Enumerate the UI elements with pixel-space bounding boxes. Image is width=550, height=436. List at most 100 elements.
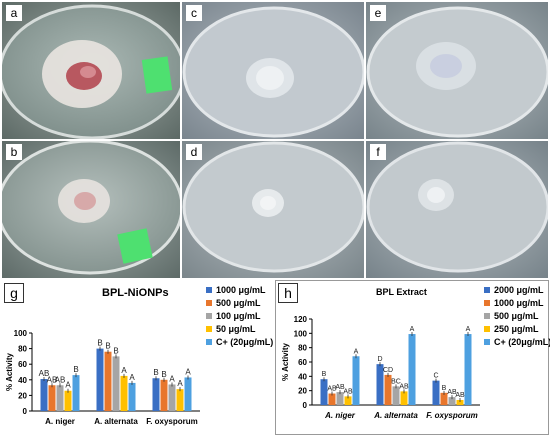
legend-item: 500 μg/mL — [484, 309, 550, 322]
legend-swatch — [484, 312, 490, 319]
photo-panel-a: a — [2, 2, 180, 139]
bar — [40, 379, 48, 411]
bar — [56, 385, 64, 411]
bar-significance-label: AB — [343, 388, 353, 395]
bar — [408, 334, 416, 405]
x-tick-label: A. niger — [324, 411, 356, 420]
legend-swatch — [484, 299, 490, 306]
bar — [336, 392, 344, 405]
bar — [48, 385, 56, 411]
x-tick-label: A. alternata — [373, 411, 418, 420]
legend-swatch — [484, 325, 490, 332]
bar-significance-label: BC — [391, 378, 401, 385]
bar-significance-label: A — [410, 326, 415, 333]
bar — [456, 399, 464, 405]
bar-significance-label: A — [177, 379, 183, 388]
photo-panel-f: f — [366, 141, 548, 278]
bar-significance-label: CD — [383, 367, 393, 374]
bar-significance-label: AB — [39, 369, 50, 378]
bar-significance-label: A — [169, 374, 175, 383]
bar — [400, 391, 408, 405]
legend-item: C+ (20μg/mL) — [206, 335, 273, 348]
bar-significance-label: A — [121, 366, 127, 375]
bar — [464, 334, 472, 405]
legend-label: C+ (20μg/mL) — [494, 336, 550, 347]
panel-label-f: f — [370, 144, 386, 160]
bar-significance-label: B — [113, 346, 118, 355]
bar-significance-label: B — [97, 339, 102, 348]
legend-item: 1000 μg/mL — [484, 296, 550, 309]
bar — [112, 356, 120, 411]
legend-item: 1000 μg/mL — [206, 283, 273, 296]
legend-swatch — [206, 299, 212, 306]
bar — [392, 386, 400, 405]
legend-item: C+ (20μg/mL) — [484, 335, 550, 348]
bar-significance-label: AB — [447, 389, 457, 396]
legend-swatch — [484, 338, 490, 345]
x-tick-label: F. oxysporum — [146, 417, 198, 426]
bar — [64, 390, 72, 411]
bar-significance-label: A — [65, 381, 71, 390]
legend-swatch — [206, 286, 212, 293]
y-tick-label: 0 — [303, 401, 308, 410]
legend-item: 50 μg/mL — [206, 322, 273, 335]
bar-significance-label: B — [161, 370, 166, 379]
petri-dish-image-d — [182, 141, 364, 278]
legend-label: 2000 μg/mL — [494, 284, 544, 295]
chart-panel-h: h BPL Extract 2000 μg/mL 1000 μg/mL 500 μg… — [275, 280, 550, 435]
bar-significance-label: AB — [399, 383, 409, 390]
panel-label-e: e — [370, 5, 386, 21]
chart-legend-g: 1000 μg/mL 500 μg/mL 100 μg/mL 50 μg/mL C+ (… — [206, 283, 273, 348]
bar — [328, 393, 336, 405]
y-axis-label: % Activity — [281, 342, 290, 380]
bar — [72, 375, 80, 411]
y-tick-label: 20 — [18, 391, 27, 400]
bar-significance-label: AB — [47, 375, 58, 384]
legend-swatch — [484, 286, 490, 293]
chart-panel-g: g BPL-NiONPs 1000 μg/mL 500 μg/mL 100 μg/m… — [2, 281, 273, 434]
bar-significance-label: AB — [55, 375, 66, 384]
y-tick-label: 120 — [294, 315, 308, 324]
bar — [344, 396, 352, 405]
petri-dish-image-a — [2, 2, 180, 139]
y-tick-label: 60 — [18, 360, 27, 369]
bar — [320, 379, 328, 405]
bar-significance-label: D — [377, 356, 382, 363]
legend-item: 500 μg/mL — [206, 296, 273, 309]
bar-significance-label: B — [322, 371, 327, 378]
panel-label-a: a — [6, 5, 22, 21]
bar — [104, 351, 112, 411]
legend-swatch — [206, 338, 212, 345]
legend-item: 250 μg/mL — [484, 322, 550, 335]
photo-panel-e: e — [366, 2, 548, 139]
bar-significance-label: AB — [335, 384, 345, 391]
y-tick-label: 60 — [298, 358, 307, 367]
bar-significance-label: A — [466, 326, 471, 333]
bar — [376, 364, 384, 405]
y-tick-label: 20 — [298, 387, 307, 396]
bar — [440, 392, 448, 405]
legend-swatch — [206, 325, 212, 332]
bar — [176, 389, 184, 411]
photo-panel-c: c — [182, 2, 364, 139]
bar-significance-label: A — [129, 373, 135, 382]
x-tick-label: A. alternata — [94, 417, 138, 426]
y-tick-label: 80 — [18, 345, 27, 354]
photo-panel-d: d — [182, 141, 364, 278]
panel-label-d: d — [186, 144, 202, 160]
bar — [384, 374, 392, 405]
bar-significance-label: AB — [455, 392, 465, 399]
panel-label-h: h — [278, 283, 298, 303]
y-tick-label: 80 — [298, 344, 307, 353]
legend-label: 100 μg/mL — [216, 310, 261, 321]
chart-title-g: BPL-NiONPs — [102, 287, 169, 299]
bar — [184, 377, 192, 411]
bar — [128, 382, 136, 411]
photo-panel-b: b — [2, 141, 180, 278]
bar — [432, 380, 440, 405]
y-tick-label: 100 — [14, 329, 28, 338]
x-tick-label: F. oxysporum — [426, 411, 478, 420]
legend-label: 1000 μg/mL — [494, 297, 544, 308]
bar — [160, 379, 168, 411]
